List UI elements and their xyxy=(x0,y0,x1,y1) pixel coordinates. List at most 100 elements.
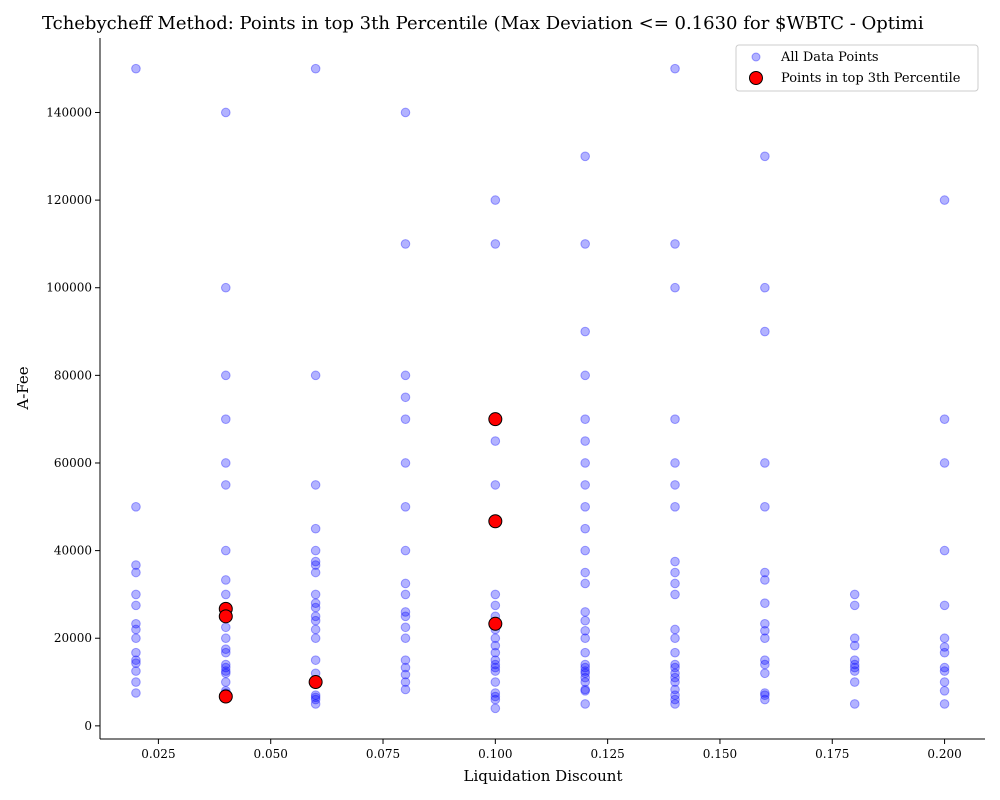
data-point xyxy=(580,239,590,249)
data-point xyxy=(580,662,590,673)
data-point xyxy=(400,392,411,403)
data-point xyxy=(131,589,141,600)
legend-marker-all xyxy=(751,52,761,62)
data-point xyxy=(310,692,321,703)
data-point xyxy=(939,195,950,205)
data-point xyxy=(760,694,770,705)
data-point xyxy=(939,600,950,611)
legend: All Data Points Points in top 3th Percen… xyxy=(735,44,979,92)
data-point xyxy=(670,589,680,600)
data-point xyxy=(670,480,680,490)
data-point xyxy=(849,589,860,600)
y-tick-label: 40000 xyxy=(54,544,92,558)
data-point xyxy=(131,600,141,611)
data-point xyxy=(670,633,680,644)
data-point xyxy=(670,63,680,74)
data-point xyxy=(849,633,860,644)
data-point xyxy=(760,326,770,337)
data-point xyxy=(131,655,141,665)
data-point xyxy=(220,589,231,600)
data-point xyxy=(670,414,680,424)
data-point xyxy=(939,686,950,696)
data-point xyxy=(490,703,501,714)
data-point xyxy=(400,684,411,695)
data-point xyxy=(490,239,501,249)
data-point xyxy=(580,659,590,670)
all-data-points-series xyxy=(131,63,950,714)
data-point xyxy=(131,658,141,669)
data-point xyxy=(220,668,231,679)
data-point xyxy=(490,662,501,673)
data-point xyxy=(310,567,321,578)
y-axis-label: A-Fee xyxy=(14,366,32,410)
data-point xyxy=(670,672,680,683)
data-point xyxy=(580,370,590,381)
x-axis-ticks: 0.025 0.050 0.075 0.100 0.125 0.150 0.175 0.200 xyxy=(141,739,962,761)
data-point xyxy=(131,618,141,629)
data-point xyxy=(220,622,231,633)
data-point xyxy=(310,63,321,74)
x-tick-label: 0.075 xyxy=(366,747,400,761)
top-percentile-point xyxy=(218,689,233,704)
data-point xyxy=(310,589,321,600)
data-point xyxy=(670,684,680,695)
legend-marker-top xyxy=(749,71,763,85)
y-tick-label: 0 xyxy=(84,719,92,733)
data-point xyxy=(760,633,770,644)
data-point xyxy=(310,598,321,608)
data-point xyxy=(580,633,590,644)
data-point xyxy=(580,501,590,512)
data-point xyxy=(400,107,411,118)
data-point xyxy=(670,699,680,709)
data-point xyxy=(760,659,770,670)
data-point xyxy=(131,633,141,644)
data-point xyxy=(580,607,590,617)
data-point xyxy=(490,436,501,446)
data-point xyxy=(760,567,770,578)
data-point xyxy=(220,644,231,654)
data-point xyxy=(220,370,231,381)
data-point xyxy=(939,647,950,658)
x-tick-label: 0.025 xyxy=(141,747,175,761)
data-point xyxy=(400,414,411,424)
data-point xyxy=(849,699,860,709)
data-point xyxy=(400,607,411,617)
data-point xyxy=(849,659,860,670)
y-tick-label: 60000 xyxy=(54,456,92,470)
data-point xyxy=(310,602,321,613)
legend-box xyxy=(735,44,979,92)
data-point xyxy=(580,326,590,337)
y-tick-label: 140000 xyxy=(46,105,92,119)
data-point xyxy=(310,611,321,622)
data-point xyxy=(490,600,501,611)
data-point xyxy=(310,556,321,567)
data-point xyxy=(939,545,950,556)
data-point xyxy=(849,662,860,673)
data-point xyxy=(849,666,860,676)
data-point xyxy=(580,672,590,683)
data-point xyxy=(220,107,231,118)
data-point xyxy=(490,647,501,658)
data-point xyxy=(490,655,501,665)
data-point xyxy=(220,677,231,687)
legend-label-all: All Data Points xyxy=(780,50,879,65)
data-point xyxy=(580,615,590,626)
x-tick-label: 0.100 xyxy=(478,747,512,761)
data-point xyxy=(400,633,411,644)
data-point xyxy=(670,662,680,673)
data-point xyxy=(310,523,321,534)
data-point xyxy=(580,699,590,709)
data-point xyxy=(580,545,590,556)
data-point xyxy=(760,668,770,679)
data-point xyxy=(670,239,680,249)
data-point xyxy=(400,611,411,622)
data-point xyxy=(939,662,950,673)
data-point xyxy=(760,625,770,636)
data-point xyxy=(490,589,501,600)
y-tick-label: 100000 xyxy=(46,281,92,295)
data-point xyxy=(939,458,950,468)
data-point xyxy=(670,690,680,700)
top-percentile-point xyxy=(488,514,503,529)
data-point xyxy=(220,659,231,670)
